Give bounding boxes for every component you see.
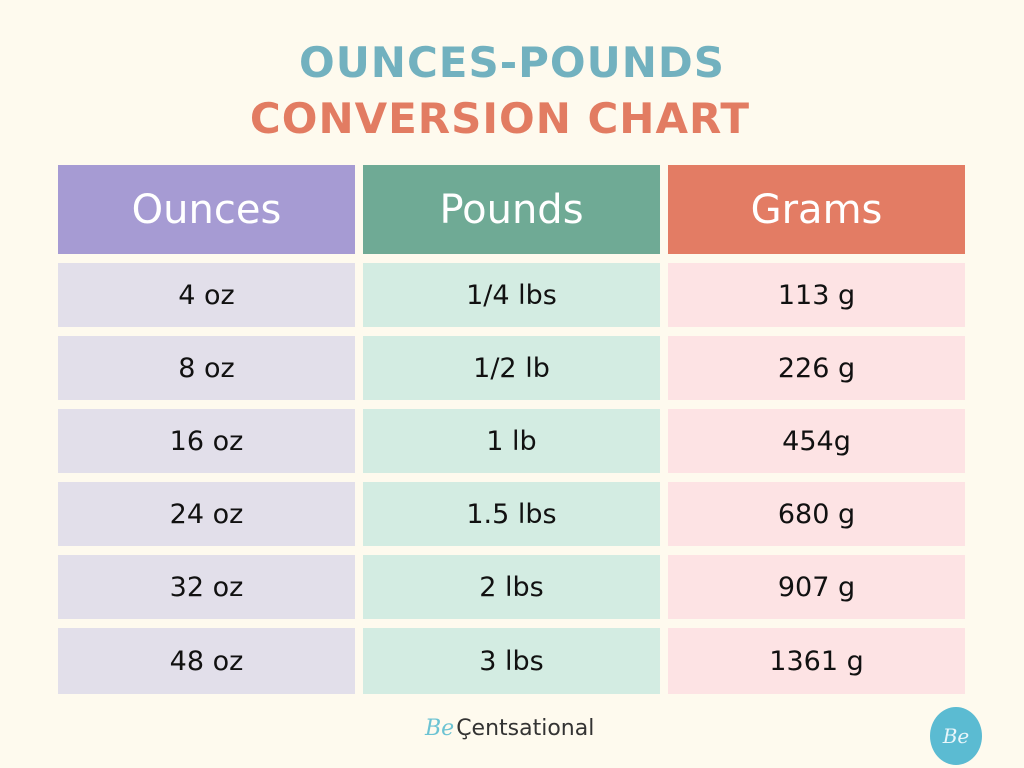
header-ounces: Ounces: [58, 165, 355, 254]
title-line-1: OUNCES-POUNDS: [298, 38, 725, 87]
cell-grams: 226 g: [668, 336, 965, 400]
cell-ounces: 4 oz: [58, 263, 355, 327]
cell-ounces: 48 oz: [58, 628, 355, 694]
cell-grams: 113 g: [668, 263, 965, 327]
cell-pounds: 2 lbs: [363, 555, 660, 619]
cell-ounces: 16 oz: [58, 409, 355, 473]
cell-grams: 680 g: [668, 482, 965, 546]
header-pounds: Pounds: [363, 165, 660, 254]
cell-pounds: 1/4 lbs: [363, 263, 660, 327]
cell-pounds: 3 lbs: [363, 628, 660, 694]
logo-be: Be: [425, 716, 455, 741]
cell-ounces: 8 oz: [58, 336, 355, 400]
be-badge-icon: Be: [930, 707, 982, 765]
title-line-2: CONVERSION CHART: [249, 94, 751, 143]
cell-grams: 907 g: [668, 555, 965, 619]
cell-grams: 1361 g: [668, 628, 965, 694]
cell-grams: 454g: [668, 409, 965, 473]
cell-ounces: 32 oz: [58, 555, 355, 619]
becentsational-logo: Be Çentsational: [425, 716, 594, 741]
header-grams: Grams: [668, 165, 965, 254]
logo-text: Çentsational: [456, 716, 595, 741]
cell-pounds: 1/2 lb: [363, 336, 660, 400]
cell-pounds: 1 lb: [363, 409, 660, 473]
cell-pounds: 1.5 lbs: [363, 482, 660, 546]
cell-ounces: 24 oz: [58, 482, 355, 546]
